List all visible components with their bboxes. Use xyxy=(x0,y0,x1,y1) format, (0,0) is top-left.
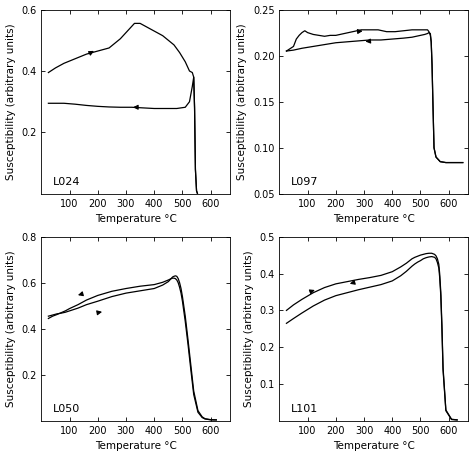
X-axis label: Temperature °C: Temperature °C xyxy=(333,214,415,224)
X-axis label: Temperature °C: Temperature °C xyxy=(95,441,177,452)
Text: L101: L101 xyxy=(291,404,318,414)
X-axis label: Temperature °C: Temperature °C xyxy=(95,214,177,224)
Text: L097: L097 xyxy=(291,176,318,186)
Y-axis label: Susceptibility (arbitrary units): Susceptibility (arbitrary units) xyxy=(6,250,16,407)
Text: L050: L050 xyxy=(53,404,80,414)
Y-axis label: Susceptibility (arbitrary units): Susceptibility (arbitrary units) xyxy=(237,23,247,180)
Y-axis label: Susceptibility (arbitrary units): Susceptibility (arbitrary units) xyxy=(6,23,16,180)
X-axis label: Temperature °C: Temperature °C xyxy=(333,441,415,452)
Text: L024: L024 xyxy=(53,176,80,186)
Y-axis label: Susceptibility (arbitrary units): Susceptibility (arbitrary units) xyxy=(244,250,254,407)
